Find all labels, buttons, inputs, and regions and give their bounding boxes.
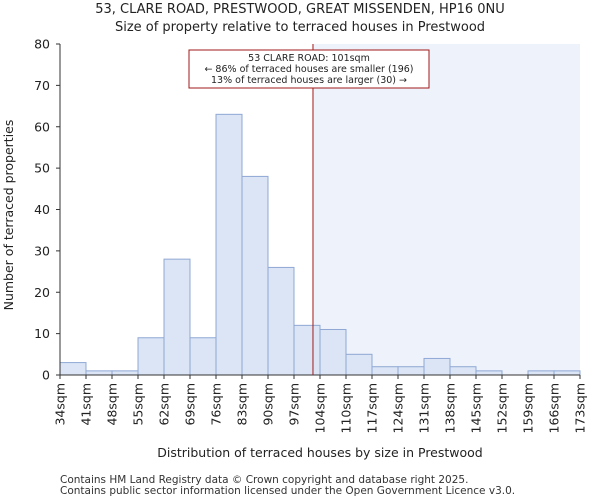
x-tick-label: 104sqm (313, 383, 328, 433)
x-tick-label: 83sqm (235, 383, 250, 426)
y-tick-label: 20 (34, 285, 50, 300)
y-tick-label: 50 (34, 161, 50, 176)
histogram-bar (449, 366, 477, 376)
annotation-box (188, 49, 430, 89)
chart-subtitle: Size of property relative to terraced ho… (114, 20, 486, 35)
histogram-bar (319, 328, 347, 376)
y-tick-label: 60 (34, 119, 50, 134)
x-tick-label: 173sqm (573, 383, 588, 433)
y-tick-label: 80 (34, 37, 50, 52)
histogram-bar (163, 258, 191, 376)
y-tick-label: 30 (34, 243, 50, 258)
x-tick-label: 159sqm (521, 383, 536, 433)
histogram-bar (111, 370, 139, 376)
histogram-chart: 0 10 20 30 40 50 60 70 80 34sqm 41sqm 48sqm 55sqm 62… (1, 37, 588, 461)
histogram-bar (475, 370, 503, 376)
histogram-bar (267, 266, 295, 376)
x-tick-label: 124sqm (391, 383, 406, 433)
highlight-region (312, 44, 580, 375)
y-tick-label: 40 (34, 202, 50, 217)
footer-copyright: Contains HM Land Registry data © Crown c… (60, 474, 469, 486)
histogram-bar (553, 370, 581, 376)
histogram-bar (189, 337, 217, 376)
histogram-bar (345, 353, 373, 376)
y-tick-label: 70 (34, 78, 50, 93)
y-axis-label: Number of terraced properties (1, 120, 16, 311)
histogram-bar (215, 113, 243, 376)
histogram-bar (59, 362, 87, 376)
x-tick-label: 152sqm (495, 383, 510, 433)
x-tick-label: 117sqm (365, 383, 380, 433)
x-tick-label: 110sqm (339, 383, 354, 433)
x-tick-label: 62sqm (157, 383, 172, 426)
x-tick-label: 48sqm (105, 383, 120, 426)
x-axis-label: Distribution of terraced houses by size … (157, 445, 483, 460)
histogram-bar (293, 324, 321, 376)
annotation-line3: 13% of terraced houses are larger (30) → (211, 75, 407, 86)
histogram-bar (85, 370, 113, 376)
histogram-bar (137, 337, 165, 376)
annotation-line1: 53 CLARE ROAD: 101sqm (248, 53, 370, 64)
chart-title: 53, CLARE ROAD, PRESTWOOD, GREAT MISSEND… (95, 2, 505, 17)
histogram-bar (397, 366, 425, 376)
x-tick-label: 41sqm (79, 383, 94, 426)
y-tick-label: 10 (34, 326, 50, 341)
histogram-bar (423, 357, 451, 376)
x-tick-label: 131sqm (417, 383, 432, 433)
x-tick-label: 55sqm (131, 383, 146, 426)
histogram-bar (241, 175, 269, 376)
x-tick-label: 145sqm (469, 383, 484, 433)
x-tick-label: 34sqm (53, 383, 68, 426)
annotation-line2: ← 86% of terraced houses are smaller (19… (204, 64, 413, 75)
histogram-bar (371, 366, 399, 376)
x-tick-label: 138sqm (443, 383, 458, 433)
footer-licence: Contains public sector information licen… (60, 485, 516, 497)
x-tick-label: 69sqm (183, 383, 198, 426)
y-tick-label: 0 (42, 368, 50, 383)
x-tick-label: 97sqm (287, 383, 302, 426)
x-tick-label: 90sqm (261, 383, 276, 426)
x-tick-label: 76sqm (209, 383, 224, 426)
x-tick-label: 166sqm (547, 383, 562, 433)
histogram-bar (527, 370, 555, 376)
